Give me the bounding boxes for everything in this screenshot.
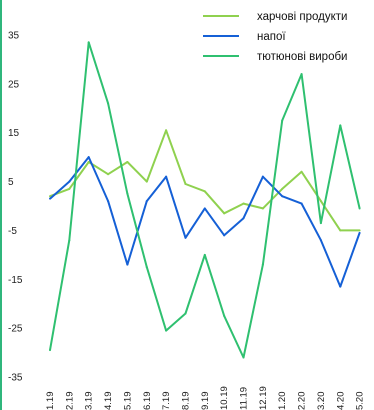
data-point <box>261 207 264 210</box>
legend-entry-food: харчові продукти <box>203 11 347 23</box>
data-point <box>281 119 284 122</box>
data-point <box>107 200 110 203</box>
x-tick-label: 7.19 <box>161 392 172 410</box>
data-point <box>261 263 264 266</box>
data-point <box>126 192 129 195</box>
data-point <box>184 312 187 315</box>
data-point <box>68 180 71 183</box>
x-tick-label: 2.20 <box>297 392 308 410</box>
x-tick-label: 1.20 <box>277 392 288 410</box>
data-point <box>242 217 245 220</box>
x-tick-label: 3.20 <box>316 392 327 410</box>
x-tick-label: 4.20 <box>335 392 346 410</box>
data-point <box>184 236 187 239</box>
data-point <box>145 200 148 203</box>
series-line-food <box>49 129 360 232</box>
data-point <box>49 197 51 200</box>
data-point <box>203 253 206 256</box>
y-tick-label: 25 <box>8 79 20 90</box>
data-point <box>107 102 110 105</box>
data-point <box>261 175 264 178</box>
legend-label-food: харчові продукти <box>257 11 347 23</box>
data-point <box>68 239 71 242</box>
plot-area <box>49 41 361 359</box>
data-point <box>242 202 245 205</box>
data-point <box>203 207 206 210</box>
y-axis: 35 25 15 5 -5 -15 -25 -35 <box>8 31 23 384</box>
data-point <box>242 356 245 359</box>
y-tick-label: -5 <box>8 226 17 237</box>
data-point <box>203 190 206 193</box>
data-point <box>300 170 303 173</box>
y-tick-label: -35 <box>8 373 23 384</box>
data-point <box>223 234 226 237</box>
data-point <box>126 161 129 164</box>
legend-entry-tobacco: тютюнові вироби <box>203 51 347 63</box>
x-tick-label: 3.19 <box>84 392 95 410</box>
data-point <box>87 41 90 44</box>
data-point <box>184 183 187 186</box>
data-point <box>339 229 342 232</box>
data-point <box>281 187 284 190</box>
x-tick-label: 4.19 <box>103 392 114 410</box>
y-tick-label: 35 <box>8 31 20 42</box>
data-point <box>358 231 361 234</box>
data-point <box>339 124 342 127</box>
data-point <box>107 173 110 176</box>
data-point <box>300 202 303 205</box>
data-point <box>223 314 226 317</box>
frame-border-line <box>0 0 2 410</box>
data-point <box>358 229 361 232</box>
x-axis: 1.19 2.19 3.19 4.19 5.19 6.19 7.19 8.19 9.19 10.1… <box>45 386 366 410</box>
x-tick-label: 10.19 <box>219 386 230 410</box>
data-point <box>319 239 322 242</box>
legend-label-tobacco: тютюнові вироби <box>257 51 347 63</box>
data-point <box>339 285 342 288</box>
series-line-tobacco <box>49 41 361 359</box>
y-tick-label: -15 <box>8 275 23 286</box>
x-tick-label: 5.19 <box>122 392 133 410</box>
legend-entry-drinks: напої <box>203 31 286 43</box>
legend-label-drinks: напої <box>257 31 286 43</box>
data-point <box>68 187 71 190</box>
data-point <box>87 156 90 159</box>
data-point <box>223 212 226 215</box>
data-point <box>300 73 303 76</box>
x-tick-label: 2.19 <box>64 392 75 410</box>
data-point <box>165 129 168 132</box>
y-tick-label: -25 <box>8 324 23 335</box>
data-point <box>165 329 168 332</box>
data-point <box>319 200 322 203</box>
x-tick-label: 8.19 <box>180 392 191 410</box>
data-point <box>87 161 90 164</box>
data-point <box>319 222 322 225</box>
y-tick-label: 5 <box>8 177 14 188</box>
data-point <box>145 180 148 183</box>
series-line-drinks <box>49 156 361 288</box>
data-point <box>145 266 148 269</box>
data-point <box>358 207 361 210</box>
y-tick-label: 15 <box>8 128 20 139</box>
data-point <box>281 195 284 198</box>
x-tick-label: 6.19 <box>142 392 153 410</box>
x-tick-label: 9.19 <box>200 392 211 410</box>
x-tick-label: 1.19 <box>45 392 56 410</box>
data-point <box>49 349 51 352</box>
x-tick-label: 5.20 <box>355 392 366 410</box>
data-point <box>126 263 129 266</box>
legend: харчові продукти напої тютюнові вироби <box>203 11 347 63</box>
x-tick-label: 11.19 <box>239 387 250 410</box>
data-point <box>49 195 51 198</box>
x-tick-label: 12.19 <box>258 386 269 410</box>
data-point <box>165 175 168 178</box>
